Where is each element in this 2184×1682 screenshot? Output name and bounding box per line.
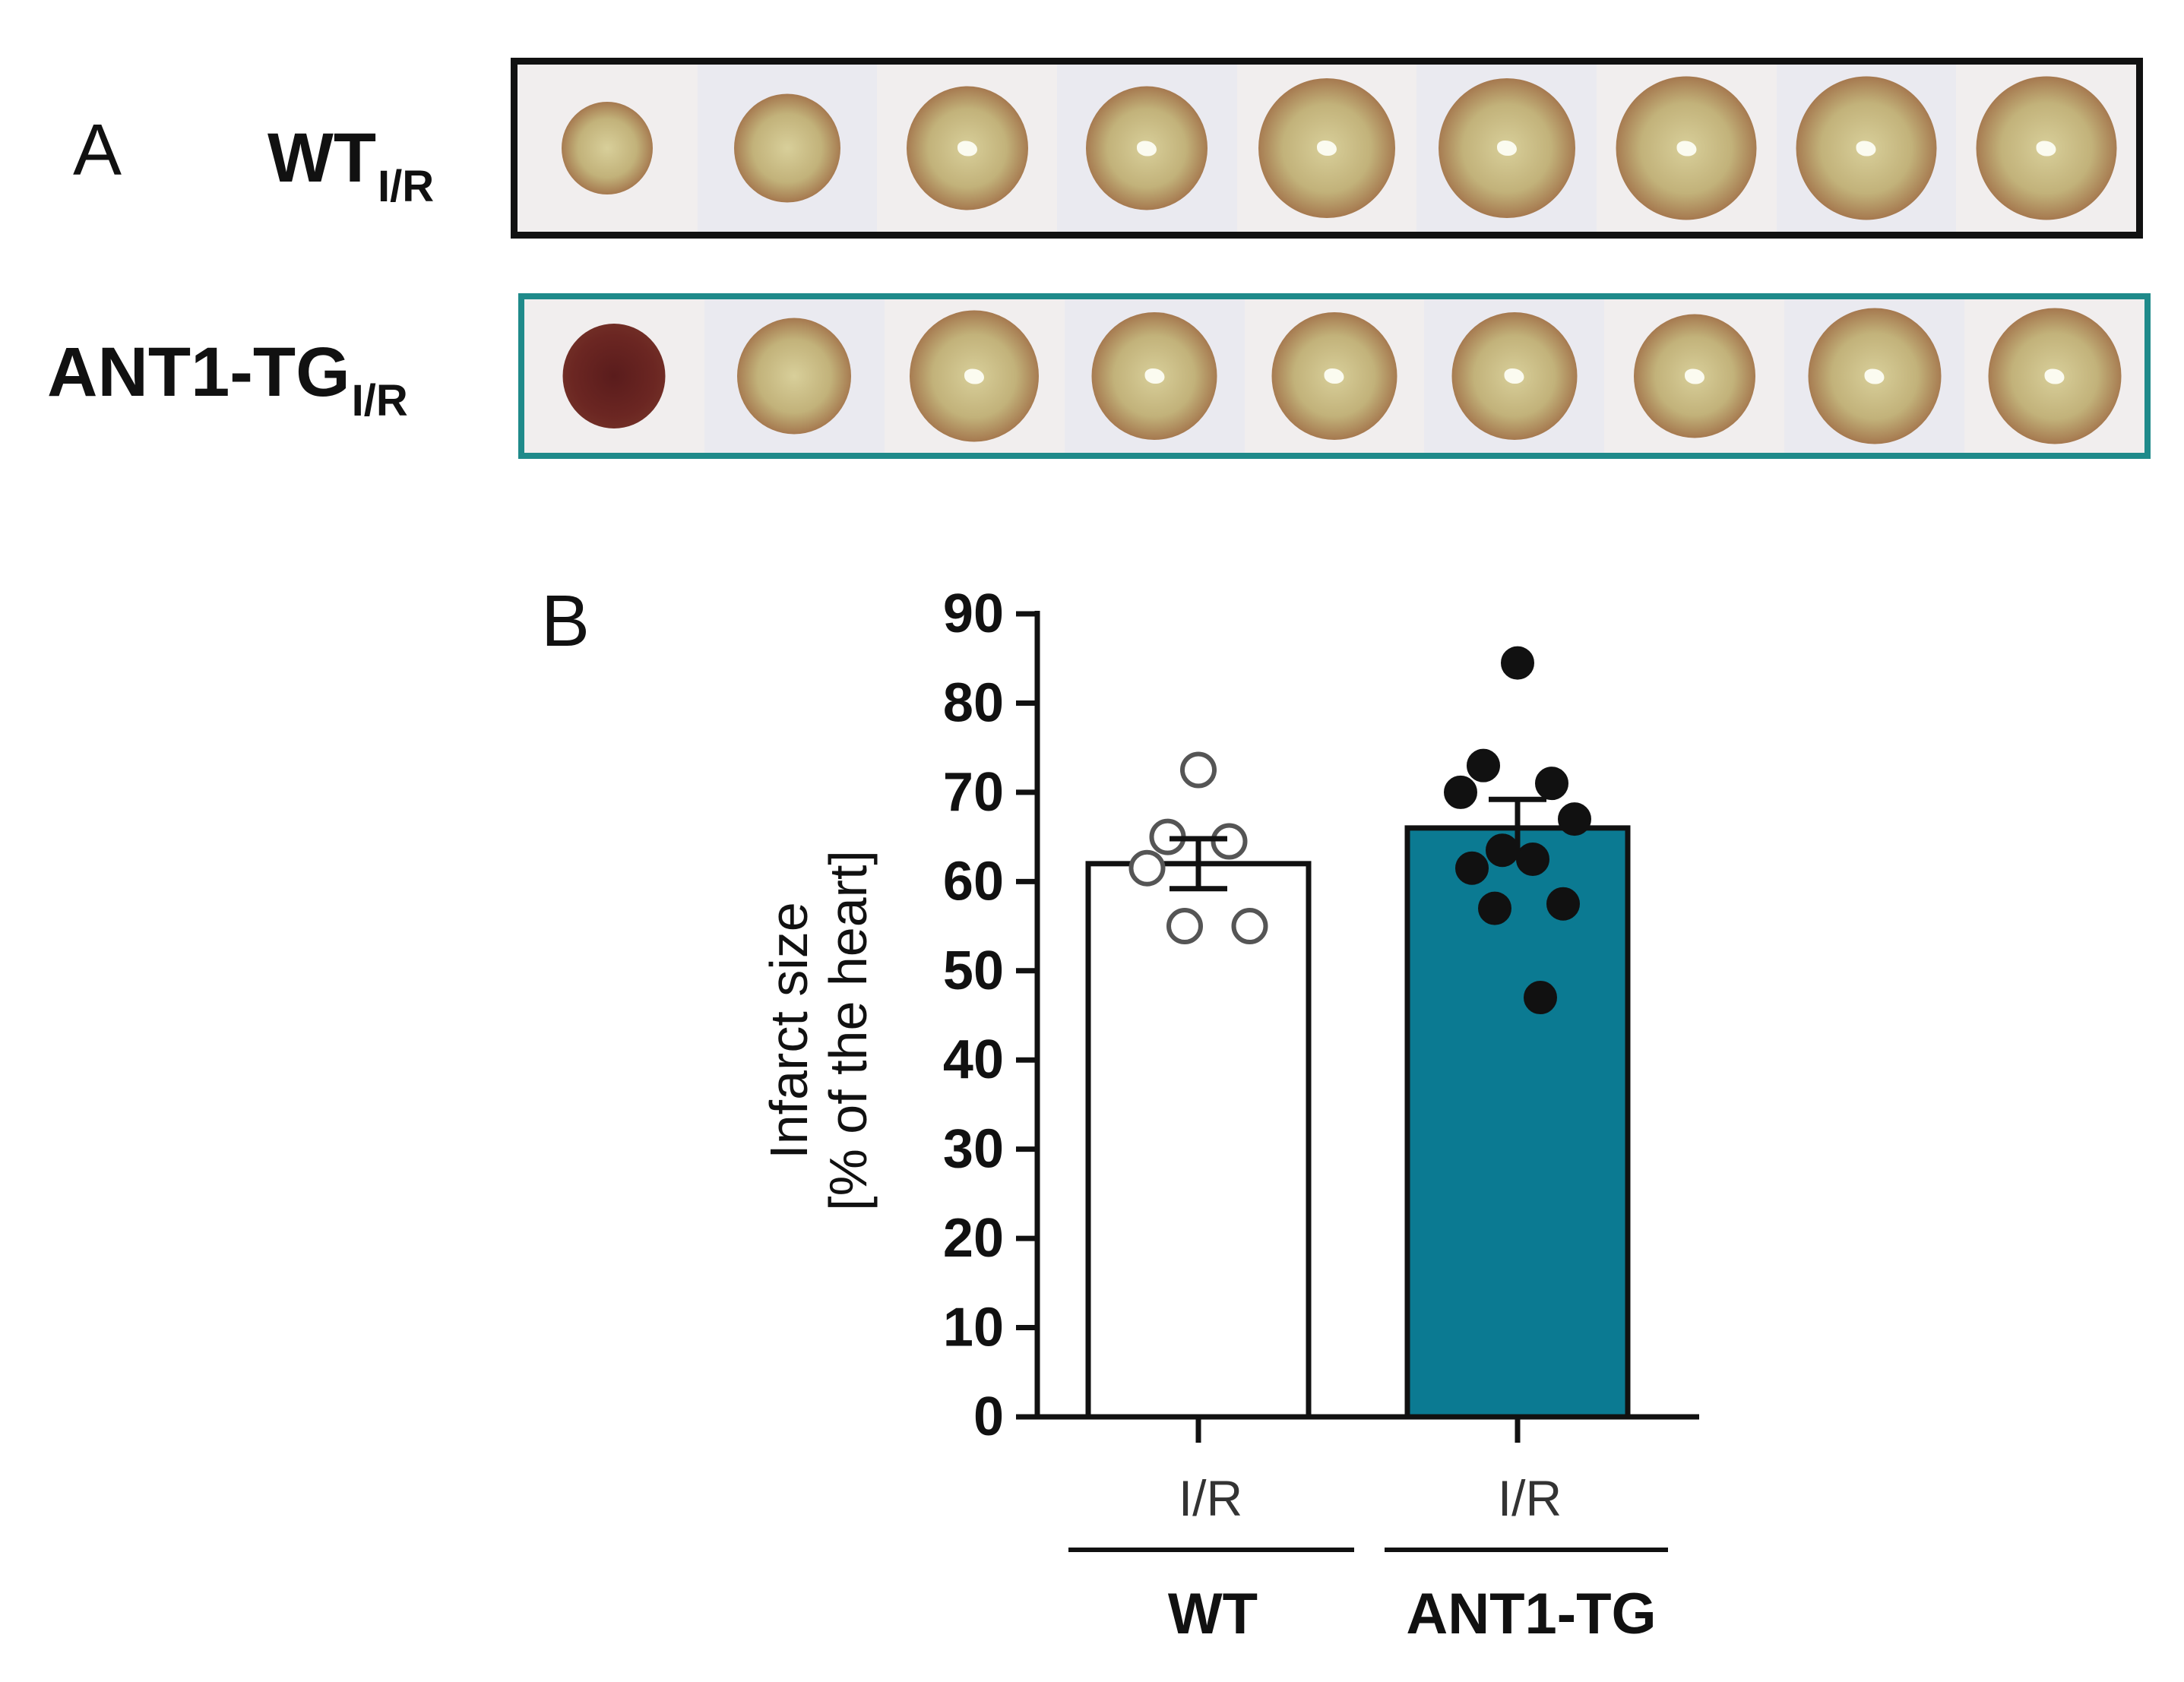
data-point (1524, 981, 1557, 1015)
heart-slice-photo-ant1tg-6 (1424, 299, 1605, 453)
data-point (1211, 823, 1248, 860)
heart-slice-photo-wt-7 (1597, 65, 1777, 232)
data-point (1128, 849, 1166, 887)
y-tick-label: 70 (943, 762, 1004, 823)
heart-slice-photo-ant1tg-2 (704, 299, 885, 453)
heart-slice-photo-wt-5 (1236, 65, 1417, 232)
row-label-ant1tg: ANT1-TGI/R (47, 337, 408, 423)
heart-slice-photo-wt-4 (1057, 65, 1237, 232)
heart-slice (1271, 312, 1397, 440)
y-tick-label: 0 (973, 1386, 1004, 1447)
data-point (1535, 767, 1568, 801)
y-tick-label: 80 (943, 672, 1004, 733)
ventricle-lumen (1856, 141, 1876, 156)
heart-slice (1808, 308, 1942, 444)
y-tick-label: 60 (943, 851, 1004, 912)
data-point (1478, 891, 1511, 925)
y-tick-label: 10 (943, 1298, 1004, 1358)
ventricle-lumen (964, 368, 985, 384)
ventricle-lumen (957, 141, 977, 156)
heart-slice-photo-wt-8 (1776, 65, 1957, 232)
ventricle-lumen (2036, 141, 2056, 156)
heart-slice-photo-ant1tg-1 (524, 299, 704, 453)
data-point (1558, 802, 1591, 836)
panel-b-letter: B (541, 580, 590, 662)
heart-slice (910, 310, 1040, 442)
heart-slices-strip-ant1tg (518, 293, 2151, 459)
heart-slice-photo-wt-9 (1956, 65, 2136, 232)
heart-slice (1086, 86, 1208, 210)
heart-slice (906, 86, 1028, 210)
data-point (1149, 818, 1186, 855)
data-point (1516, 842, 1549, 876)
heart-slice (1438, 78, 1575, 218)
ventricle-lumen (1316, 141, 1337, 156)
data-point (1455, 851, 1489, 885)
heart-slice (562, 324, 666, 428)
heart-slice-photo-ant1tg-9 (1964, 299, 2144, 453)
row-label-ant1tg-subscript: I/R (351, 376, 408, 425)
heart-slice-photo-wt-6 (1416, 65, 1597, 232)
heart-slice (737, 318, 852, 435)
ventricle-lumen (1324, 368, 1344, 384)
data-point (1486, 833, 1519, 868)
heart-slice-photo-ant1tg-3 (884, 299, 1065, 453)
data-point (1546, 887, 1580, 921)
ventricle-lumen (1684, 368, 1704, 384)
heart-slice (562, 102, 654, 194)
panel-a-letter: A (73, 109, 122, 191)
bar-ant1-tg (1404, 825, 1631, 1420)
y-tick-label: 50 (943, 941, 1004, 1001)
heart-slice (1796, 76, 1937, 220)
y-tick-label: 30 (943, 1119, 1004, 1180)
heart-slice (1616, 76, 1757, 220)
ventricle-lumen (1144, 368, 1165, 384)
row-label-ant1tg-main: ANT1-TG (47, 334, 350, 411)
heart-slice (1976, 76, 2117, 220)
heart-slice-photo-ant1tg-4 (1064, 299, 1245, 453)
ventricle-lumen (1496, 141, 1517, 156)
heart-slice (1451, 312, 1578, 440)
ventricle-lumen (1504, 368, 1524, 384)
ventricle-lumen (1676, 141, 1697, 156)
ventricle-lumen (1864, 368, 1885, 384)
row-label-wt-subscript: I/R (378, 162, 435, 211)
heart-slice-photo-wt-2 (697, 65, 878, 232)
heart-slice-photo-wt-1 (518, 65, 698, 232)
data-point (1231, 908, 1268, 945)
x-group-label: ANT1-TG (1406, 1582, 1656, 1646)
heart-slice-photo-ant1tg-5 (1244, 299, 1425, 453)
y-tick-label: 20 (943, 1208, 1004, 1269)
y-tick-label: 40 (943, 1029, 1004, 1090)
row-label-wt: WTI/R (267, 123, 434, 209)
data-point (1180, 751, 1217, 789)
data-point (1501, 646, 1534, 680)
heart-slice (1258, 78, 1395, 218)
heart-slice-photo-ant1tg-7 (1604, 299, 1785, 453)
heart-slice (1988, 308, 2122, 444)
row-label-wt-main: WT (267, 119, 377, 197)
heart-slice-photo-ant1tg-8 (1784, 299, 1965, 453)
heart-slice (1633, 314, 1755, 438)
data-point (1467, 748, 1500, 783)
ventricle-lumen (2044, 368, 2065, 384)
heart-slice (1091, 312, 1217, 440)
y-tick-label: 90 (943, 583, 1004, 644)
data-point (1166, 908, 1203, 945)
heart-slice-photo-wt-3 (877, 65, 1057, 232)
y-axis-label-line1: Infarct size (759, 902, 818, 1159)
bar-wt (1085, 861, 1312, 1420)
x-condition-label: I/R (1498, 1470, 1562, 1526)
ventricle-lumen (1137, 141, 1157, 156)
heart-slices-strip-wt (511, 58, 2143, 239)
heart-slice (733, 93, 840, 203)
x-condition-label: I/R (1179, 1470, 1242, 1526)
y-axis-label-line2: [% of the heart] (818, 850, 878, 1211)
x-group-label: WT (1168, 1582, 1258, 1646)
data-point (1444, 775, 1477, 809)
